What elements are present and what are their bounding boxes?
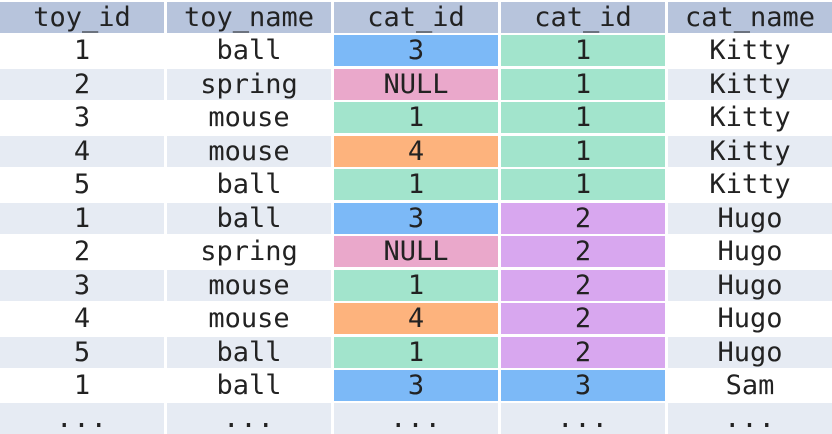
toy-name-cell: mouse: [167, 102, 331, 134]
cat-name-cell: Kitty: [668, 68, 832, 100]
toy-id-cell: 2: [0, 236, 164, 268]
toy-id-cell: 1: [0, 369, 164, 401]
toy-cat-id-cell: 3: [334, 202, 498, 234]
cat-cat-id-cell: 2: [501, 269, 665, 301]
cat-name-cell: Kitty: [668, 35, 832, 67]
toy-id-cell: 5: [0, 336, 164, 368]
cat-cat-id-cell: 1: [501, 35, 665, 67]
cat-name-cell: Kitty: [668, 135, 832, 167]
toy-cat-id-cell: 3: [334, 369, 498, 401]
header-toy-id: toy_id: [0, 2, 164, 33]
toy-id-cell: 1: [0, 202, 164, 234]
toy-cat-id-cell: 1: [334, 102, 498, 134]
toy-id-cell: ...: [0, 403, 164, 434]
toy-name-cell: mouse: [167, 303, 331, 335]
toy-cat-id-cell: 3: [334, 35, 498, 67]
toy-id-cell: 5: [0, 169, 164, 201]
toy-id-cell: 3: [0, 269, 164, 301]
toy-id-cell: 1: [0, 35, 164, 67]
cat-cat-id-cell: 1: [501, 68, 665, 100]
toy-cat-id-cell: 4: [334, 303, 498, 335]
toy-id-cell: 4: [0, 303, 164, 335]
cat-cat-id-cell: 1: [501, 102, 665, 134]
cat-name-cell: Hugo: [668, 336, 832, 368]
header-cat-name: cat_name: [668, 2, 832, 33]
toy-cat-id-cell: NULL: [334, 68, 498, 100]
header-cat-cat-id: cat_id: [501, 2, 665, 33]
cat-name-cell: Kitty: [668, 169, 832, 201]
toy-id-cell: 2: [0, 68, 164, 100]
toy-cat-id-cell: ...: [334, 403, 498, 434]
cat-name-cell: Hugo: [668, 269, 832, 301]
toy-cat-id-cell: 1: [334, 269, 498, 301]
toy-cat-id-cell: 1: [334, 169, 498, 201]
toy-id-cell: 4: [0, 135, 164, 167]
cat-name-cell: Sam: [668, 369, 832, 401]
toy-name-cell: ball: [167, 202, 331, 234]
cat-cat-id-cell: 3: [501, 369, 665, 401]
header-toy-cat-id: cat_id: [334, 2, 498, 33]
toy-name-cell: spring: [167, 68, 331, 100]
toy-name-cell: ball: [167, 169, 331, 201]
cat-cat-id-cell: 2: [501, 202, 665, 234]
cat-name-cell: Hugo: [668, 236, 832, 268]
toy-cat-id-cell: 1: [334, 336, 498, 368]
toy-name-cell: ...: [167, 403, 331, 434]
cat-name-cell: Kitty: [668, 102, 832, 134]
toy-name-cell: ball: [167, 336, 331, 368]
toy-name-cell: spring: [167, 236, 331, 268]
toy-cat-id-cell: 4: [334, 135, 498, 167]
toy-id-cell: 3: [0, 102, 164, 134]
toy-name-cell: mouse: [167, 135, 331, 167]
cat-cat-id-cell: 2: [501, 336, 665, 368]
cat-cat-id-cell: ...: [501, 403, 665, 434]
cat-cat-id-cell: 1: [501, 169, 665, 201]
cat-cat-id-cell: 2: [501, 236, 665, 268]
toy-name-cell: ball: [167, 35, 331, 67]
toy-name-cell: mouse: [167, 269, 331, 301]
cat-name-cell: Hugo: [668, 202, 832, 234]
cat-cat-id-cell: 2: [501, 303, 665, 335]
toy-cat-id-cell: NULL: [334, 236, 498, 268]
toy-name-cell: ball: [167, 369, 331, 401]
cat-name-cell: Hugo: [668, 303, 832, 335]
cat-name-cell: ...: [668, 403, 832, 434]
header-toy-name: toy_name: [167, 2, 331, 33]
cat-cat-id-cell: 1: [501, 135, 665, 167]
